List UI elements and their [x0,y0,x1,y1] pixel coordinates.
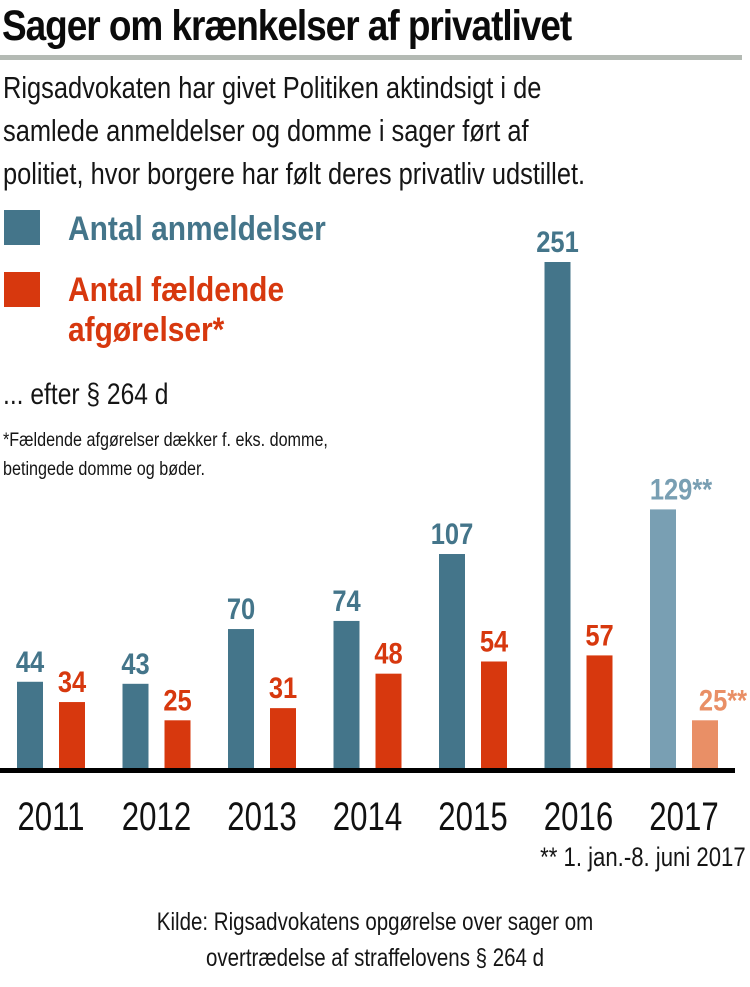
bar-convictions-2016 [586,655,613,771]
value-label-reports-2012: 43 [121,647,149,680]
x-tick-label-2012: 2012 [122,794,191,839]
bar-reports-2014 [333,620,360,771]
bar-reports-2017 [650,509,676,771]
bar-reports-2012 [122,683,149,771]
x-tick-label-2016: 2016 [544,794,613,839]
source-line: Kilde: Rigsadvokatens opgørelse over sag… [156,908,594,936]
x-tick-label-2015: 2015 [438,794,507,839]
bar-convictions-2012 [164,720,191,771]
x-axis-line [0,768,735,773]
bar-convictions-2017 [692,720,718,771]
intro-line: samlede anmeldelser og domme i sager før… [3,113,529,148]
footnote-line: *Fældende afgørelser dækker f. eks. domm… [3,430,328,451]
intro-line: politiet, hvor borgere har følt deres pr… [3,156,586,191]
x-tick-label-2017: 2017 [649,794,718,839]
law-section-note: ... efter § 264 d [3,378,169,411]
legend-label-convictions: Antal fældende afgørelser* [68,270,284,350]
source-note: Kilde: Rigsadvokatens opgørelse over sag… [0,904,750,976]
legend-label-line: Antal fældende [68,271,285,309]
value-label-reports-2015: 107 [431,517,474,550]
bar-convictions-2014 [375,673,402,771]
chart-title: Sager om krænkelser af privatlivet [2,2,572,50]
bar-convictions-2011 [59,702,85,771]
date-range-note: ** 1. jan.-8. juni 2017 [540,842,746,872]
bar-reports-2013 [228,629,254,771]
title-divider [0,55,742,60]
footnote-line: betingede domme og bøder. [3,459,206,480]
value-label-reports-2017: 129** [650,472,713,505]
intro-line: Rigsadvokaten har givet Politiken aktind… [3,70,542,105]
bar-reports-2011 [17,681,43,771]
footnote: *Fældende afgørelser dækker f. eks. domm… [3,426,328,484]
value-label-convictions-2015: 54 [480,625,509,658]
bar-reports-2016 [544,262,571,771]
bar-reports-2015 [439,554,465,771]
bar-convictions-2015 [481,661,507,771]
value-label-convictions-2012: 25 [163,683,191,716]
value-label-convictions-2016: 57 [585,618,613,651]
legend-label-line: afgørelser* [68,311,225,349]
value-label-reports-2011: 44 [16,645,45,678]
x-tick-label-2011: 2011 [17,794,84,839]
source-line: overtrædelse af straffelovens § 264 d [205,944,545,972]
legend-swatch-convictions [4,272,40,307]
value-label-convictions-2011: 34 [58,665,87,698]
x-tick-label-2014: 2014 [333,794,402,839]
legend-label-reports: Antal anmeldelser [68,210,326,248]
value-label-convictions-2014: 48 [374,637,402,670]
x-tick-label-2013: 2013 [227,794,296,839]
value-label-convictions-2013: 31 [269,671,297,704]
value-label-convictions-2017: 25** [699,683,747,716]
intro-text: Rigsadvokaten har givet Politiken aktind… [3,66,585,195]
bar-convictions-2013 [270,708,296,771]
value-label-reports-2013: 70 [227,592,255,625]
value-label-reports-2016: 251 [536,225,579,258]
legend-swatch-reports [4,210,40,245]
value-label-reports-2014: 74 [332,584,361,617]
